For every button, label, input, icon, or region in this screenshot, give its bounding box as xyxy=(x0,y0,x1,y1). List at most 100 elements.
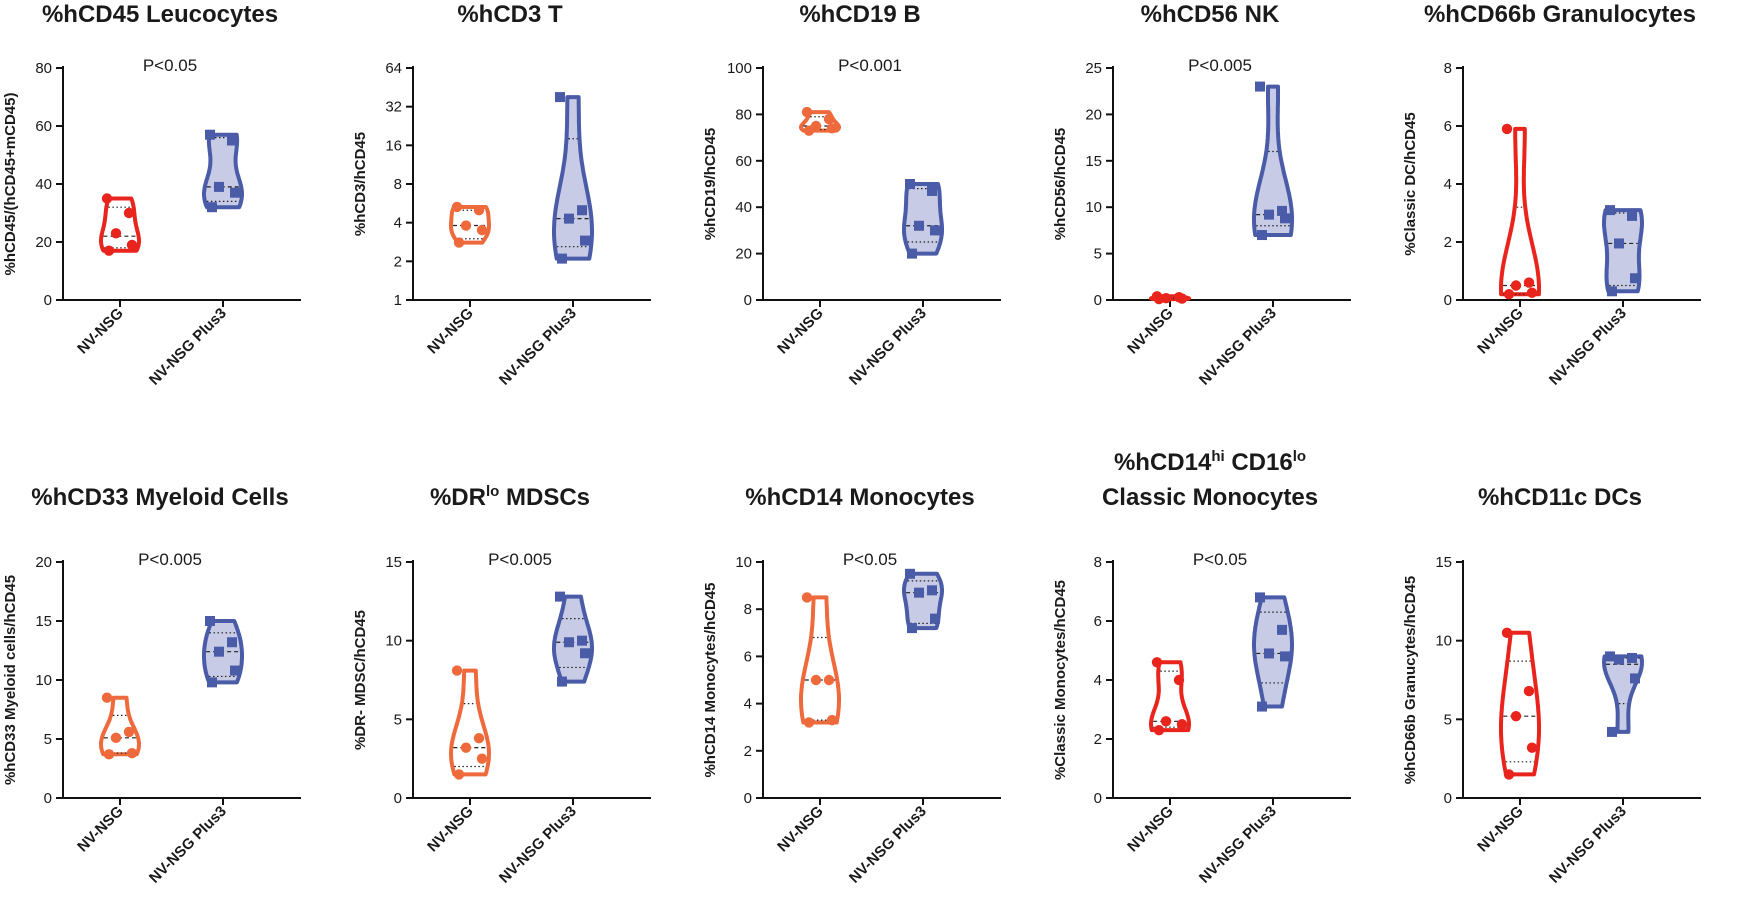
y-tick-label: 5 xyxy=(1444,711,1452,728)
chart-panel-7: %hCD14 Monocytes 0 2 4 6 8 10 %hCD14 Monocytes/… xyxy=(702,484,1001,887)
data-point xyxy=(1264,209,1274,220)
x-category-label: NV-NSG Plus3 xyxy=(1546,305,1630,389)
panel-title: %hCD66b Granulocytes xyxy=(1424,1,1696,28)
data-point xyxy=(1264,648,1274,659)
data-point xyxy=(1614,238,1624,249)
data-point xyxy=(577,635,587,646)
x-category-label: NV-NSG Plus3 xyxy=(846,305,930,389)
y-tick-label: 8 xyxy=(1094,554,1102,571)
data-point xyxy=(1510,280,1522,291)
data-point xyxy=(214,646,224,657)
y-tick-label: 0 xyxy=(1094,790,1102,807)
x-category-label: NV-NSG xyxy=(1124,305,1177,358)
data-point xyxy=(126,747,138,759)
y-tick-label: 0 xyxy=(1444,292,1452,309)
panel-title: %hCD3 T xyxy=(457,1,563,28)
y-tick-label: 32 xyxy=(385,99,402,116)
x-category-label: NV-NSG xyxy=(424,803,477,856)
title-part: lo xyxy=(486,483,499,500)
x-category-label: NV-NSG xyxy=(424,305,477,358)
data-point xyxy=(207,202,217,213)
data-point xyxy=(1255,81,1265,92)
panel-title-line1: %hCD14hi CD16lo xyxy=(1114,448,1306,476)
x-category-label: NV-NSG xyxy=(74,803,127,856)
data-point xyxy=(810,674,822,686)
data-point xyxy=(930,613,940,624)
y-tick-label: 25 xyxy=(1085,60,1102,77)
y-tick-label: 40 xyxy=(735,199,752,216)
y-tick-label: 8 xyxy=(1444,60,1452,77)
y-axis-title: %hCD14 Monocytes/hCD45 xyxy=(702,582,719,777)
data-point xyxy=(1607,286,1617,297)
x-category-label: NV-NSG xyxy=(1124,803,1177,856)
data-point xyxy=(555,92,565,103)
data-point xyxy=(1614,654,1624,665)
chart-panel-9: %hCD11c DCs 0 5 10 15 %hCD66b Granucytes/hCD4… xyxy=(1402,484,1701,887)
data-point xyxy=(810,120,822,132)
data-point xyxy=(580,235,590,246)
data-point xyxy=(1607,726,1617,737)
data-point xyxy=(214,181,224,192)
data-point xyxy=(227,637,237,648)
data-point xyxy=(1277,624,1287,635)
x-category-label: NV-NSG Plus3 xyxy=(146,305,230,389)
data-point xyxy=(1176,719,1188,730)
y-tick-label: 2 xyxy=(744,743,752,760)
y-tick-label: 6 xyxy=(1444,118,1452,135)
y-axis-title: %hCD66b Granucytes/hCD45 xyxy=(1402,576,1419,784)
data-point xyxy=(473,733,485,744)
y-tick-label: 5 xyxy=(1094,246,1102,263)
data-point xyxy=(930,225,940,236)
chart-panel-1: %hCD3 T 1 2 4 8 16 32 64 %hCD3/hCD45 NV-NSG NV-NSG… xyxy=(352,1,651,389)
y-tick-label: 1 xyxy=(394,292,402,309)
data-point xyxy=(101,193,113,204)
y-tick-label: 2 xyxy=(1444,234,1452,251)
data-point xyxy=(557,676,567,687)
y-axis-title: %Classic Monocytes/hCD45 xyxy=(1052,580,1069,780)
panel-title: %hCD11c DCs xyxy=(1478,484,1642,511)
data-point xyxy=(103,749,115,760)
x-category-label: NV-NSG Plus3 xyxy=(496,803,580,887)
y-tick-label: 16 xyxy=(385,137,402,154)
data-point xyxy=(1257,230,1267,241)
data-point xyxy=(1526,742,1538,753)
data-point xyxy=(476,753,488,764)
data-point xyxy=(451,665,463,676)
x-category-label: NV-NSG Plus3 xyxy=(846,803,930,887)
y-tick-label: 15 xyxy=(1085,153,1102,170)
y-axis-title: %hCD3/hCD45 xyxy=(352,132,369,236)
violin-shape xyxy=(1499,630,1541,777)
data-point xyxy=(580,648,590,659)
data-point xyxy=(1173,292,1185,303)
data-point xyxy=(1526,287,1538,298)
violin-shape xyxy=(1602,654,1644,734)
y-tick-label: 8 xyxy=(394,176,402,193)
y-tick-label: 80 xyxy=(735,106,752,123)
data-point xyxy=(823,113,835,125)
data-point xyxy=(1173,674,1185,686)
y-tick-label: 20 xyxy=(35,234,52,251)
data-point xyxy=(826,123,838,134)
x-category-label: NV-NSG xyxy=(74,305,127,358)
y-tick-label: 15 xyxy=(1435,554,1452,571)
y-tick-label: 2 xyxy=(1094,731,1102,748)
y-tick-label: 8 xyxy=(744,601,752,618)
data-point xyxy=(914,587,924,598)
data-point xyxy=(826,714,838,726)
data-point xyxy=(453,237,465,248)
y-tick-label: 5 xyxy=(394,711,402,728)
data-point xyxy=(1280,213,1290,224)
data-point xyxy=(205,616,215,626)
data-point xyxy=(227,135,237,146)
violin-shape xyxy=(1252,84,1294,237)
data-point xyxy=(1627,210,1637,221)
y-tick-label: 0 xyxy=(44,790,52,807)
y-axis-title: %hCD33 Myeloid cells/hCD45 xyxy=(2,575,19,785)
data-point xyxy=(803,717,815,728)
y-tick-label: 6 xyxy=(744,648,752,665)
p-value-label: P<0.005 xyxy=(1188,56,1252,75)
y-tick-label: 100 xyxy=(727,60,752,77)
data-point xyxy=(927,185,937,196)
p-value-label: P<0.005 xyxy=(138,550,202,569)
